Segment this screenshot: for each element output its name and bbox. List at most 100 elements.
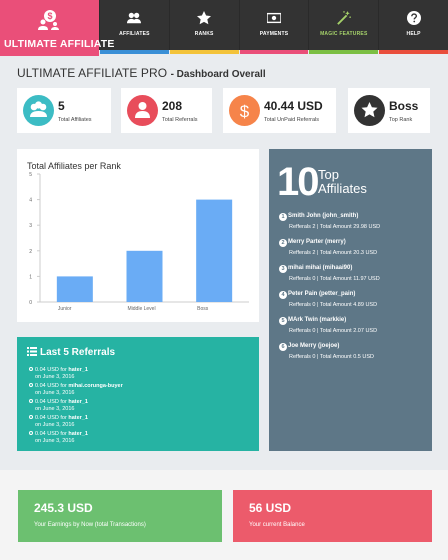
nav-item-magic-features[interactable]: MAGIC FEATURES: [308, 0, 379, 54]
affiliates-per-rank-chart: 0 1 2 3 4 5 Junior Middle Level Boss: [29, 172, 249, 312]
referral-user[interactable]: hater_1: [68, 399, 88, 405]
y-tick-label: 5: [29, 172, 32, 178]
brand-logo-area[interactable]: $ ULTIMATE AFFILIATE: [0, 0, 114, 56]
rank-badge: 1: [279, 213, 287, 221]
chart-title: Total Affiliates per Rank: [27, 161, 121, 171]
referral-date: on June 3, 2016: [35, 374, 75, 380]
referral-date: on June 3, 2016: [35, 422, 75, 428]
stat-card-total-affiliates: 5 Total Affiliates: [17, 88, 111, 133]
referral-amount: 0.04 USD for: [35, 415, 67, 421]
stat-value: Boss: [389, 99, 419, 113]
referral-amount: 0.04 USD for: [35, 399, 67, 405]
nav-label: RANKS: [194, 31, 214, 37]
stat-icon-circle: [23, 95, 54, 126]
referral-item: 0.04 USD for hater_1 on June 3, 2016: [29, 399, 254, 413]
star-icon: [197, 11, 212, 25]
bullet-circle-icon: [29, 415, 33, 419]
list-icon: [27, 347, 37, 356]
referral-amount: 0.04 USD for: [35, 431, 67, 437]
referral-user[interactable]: hater_1: [68, 367, 88, 373]
bar-boss: [196, 199, 233, 302]
affiliate-name[interactable]: Smith John (john_smith): [288, 213, 359, 219]
referral-date: on June 3, 2016: [35, 406, 75, 412]
rank-badge: 4: [279, 291, 287, 299]
top-affiliates-word-top: Top: [318, 167, 339, 182]
referral-user[interactable]: hater_1: [68, 415, 88, 421]
stat-label: Total Referrals: [162, 117, 198, 123]
svg-text:$: $: [47, 11, 52, 21]
stat-label: Total UnPaid Referrals: [264, 117, 320, 123]
magic-wand-icon: [336, 11, 351, 25]
affiliate-info: Refferals 0 | Total Amount 0.5 USD: [289, 354, 374, 360]
affiliate-info: Refferals 0 | Total Amount 11.97 USD: [289, 276, 380, 282]
brand-title: ULTIMATE AFFILIATE: [4, 38, 115, 50]
nav-item-affiliates[interactable]: AFFILIATES: [99, 0, 169, 54]
page-title-subtitle: - Dashboard Overall: [170, 69, 266, 80]
stat-icon-circle: [354, 95, 385, 126]
x-tick-label: Middle Level: [128, 306, 156, 312]
y-tick-label: 4: [29, 198, 32, 204]
bullet-circle-icon: [29, 383, 33, 387]
page-title: ULTIMATE AFFILIATE PRO - Dashboard Overa…: [17, 66, 266, 80]
nav-item-help[interactable]: HELP: [378, 0, 448, 54]
rank-badge: 6: [279, 343, 287, 351]
rank-badge: 3: [279, 265, 287, 273]
last-referrals-heading: Last 5 Referrals: [27, 347, 115, 358]
nav-stripe: [379, 50, 448, 54]
earnings-value: 245.3 USD: [34, 501, 93, 515]
bullet-circle-icon: [29, 367, 33, 371]
stat-value: 5: [58, 99, 65, 113]
star-icon: [361, 102, 378, 118]
stat-card-total-referrals: 208 Total Referrals: [121, 88, 212, 133]
affiliate-name[interactable]: MArk Twin (markkie): [288, 317, 347, 323]
affiliate-info: Refferals 2 | Total Amount 20.3 USD: [289, 250, 378, 256]
referral-item: 0.04 USD for mihai.corunga-buyer on June …: [29, 383, 254, 397]
affiliate-info: Refferals 0 | Total Amount 2.07 USD: [289, 328, 378, 334]
balance-value: 56 USD: [249, 501, 292, 515]
y-tick-label: 1: [29, 274, 32, 280]
nav-stripe: [309, 50, 379, 54]
affiliate-name[interactable]: mihai mihai (mihaai90): [288, 265, 353, 271]
top-navigation-bar: AFFILIATES RANKS PAYMENTS MAGIC FEATURES…: [0, 0, 448, 56]
x-tick-label: Junior: [58, 306, 72, 312]
stat-icon-circle: [127, 95, 158, 126]
main-nav: AFFILIATES RANKS PAYMENTS MAGIC FEATURES…: [99, 0, 448, 54]
affiliate-name[interactable]: Merry Parter (merry): [288, 239, 346, 245]
stat-value: 208: [162, 99, 183, 113]
nav-item-ranks[interactable]: RANKS: [168, 0, 239, 54]
affiliate-name[interactable]: Peter Pain (petter_pain): [288, 291, 356, 297]
rank-badge: 2: [279, 239, 287, 247]
stat-value: 40.44 USD: [264, 99, 323, 113]
nav-label: AFFILIATES: [119, 31, 150, 37]
affiliates-per-rank-panel: Total Affiliates per Rank 0 1 2 3 4 5 Junior Mi…: [17, 149, 259, 322]
bullet-circle-icon: [29, 431, 33, 435]
top-affiliates-heading: Top Affiliates: [318, 168, 367, 196]
stat-card-top-rank: Boss Top Rank: [348, 88, 430, 133]
nav-label: PAYMENTS: [259, 31, 289, 37]
bar-middle-level: [126, 250, 163, 302]
top-affiliates-panel: 10 Top Affiliates 1 Smith John (john_smit…: [269, 149, 432, 451]
last-referrals-title: Last 5 Referrals: [40, 347, 116, 358]
referral-item: 0.04 USD for hater_1 on June 3, 2016: [29, 367, 254, 381]
earnings-label: Your Earnings by Now (total Transactions…: [34, 522, 146, 528]
nav-label: MAGIC FEATURES: [320, 31, 368, 37]
referral-item: 0.04 USD for hater_1 on June 3, 2016: [29, 431, 254, 445]
referral-item: 0.04 USD for hater_1 on June 3, 2016: [29, 415, 254, 429]
nav-item-payments[interactable]: PAYMENTS: [238, 0, 309, 54]
y-tick-label: 0: [29, 300, 32, 306]
nav-label: HELP: [406, 31, 421, 37]
referral-user[interactable]: hater_1: [68, 431, 88, 437]
referral-date: on June 3, 2016: [35, 438, 75, 444]
dollar-icon: $: [240, 102, 250, 121]
affiliate-name[interactable]: Joe Merry (joejoe): [288, 343, 340, 349]
stat-card-unpaid-referrals: $ 40.44 USD Total UnPaid Referrals: [223, 88, 336, 133]
stat-icon-circle: $: [229, 95, 260, 126]
referral-user[interactable]: mihai.corunga-buyer: [68, 383, 123, 389]
stat-label: Total Affiliates: [58, 117, 92, 123]
referral-amount: 0.04 USD for: [35, 367, 67, 373]
nav-stripe: [239, 50, 309, 54]
svg-text:$: $: [240, 102, 250, 121]
referral-amount: 0.04 USD for: [35, 383, 67, 389]
last-referrals-panel: Last 5 Referrals 0.04 USD for hater_1 on …: [17, 337, 259, 451]
top-affiliates-number: 10: [277, 160, 319, 204]
